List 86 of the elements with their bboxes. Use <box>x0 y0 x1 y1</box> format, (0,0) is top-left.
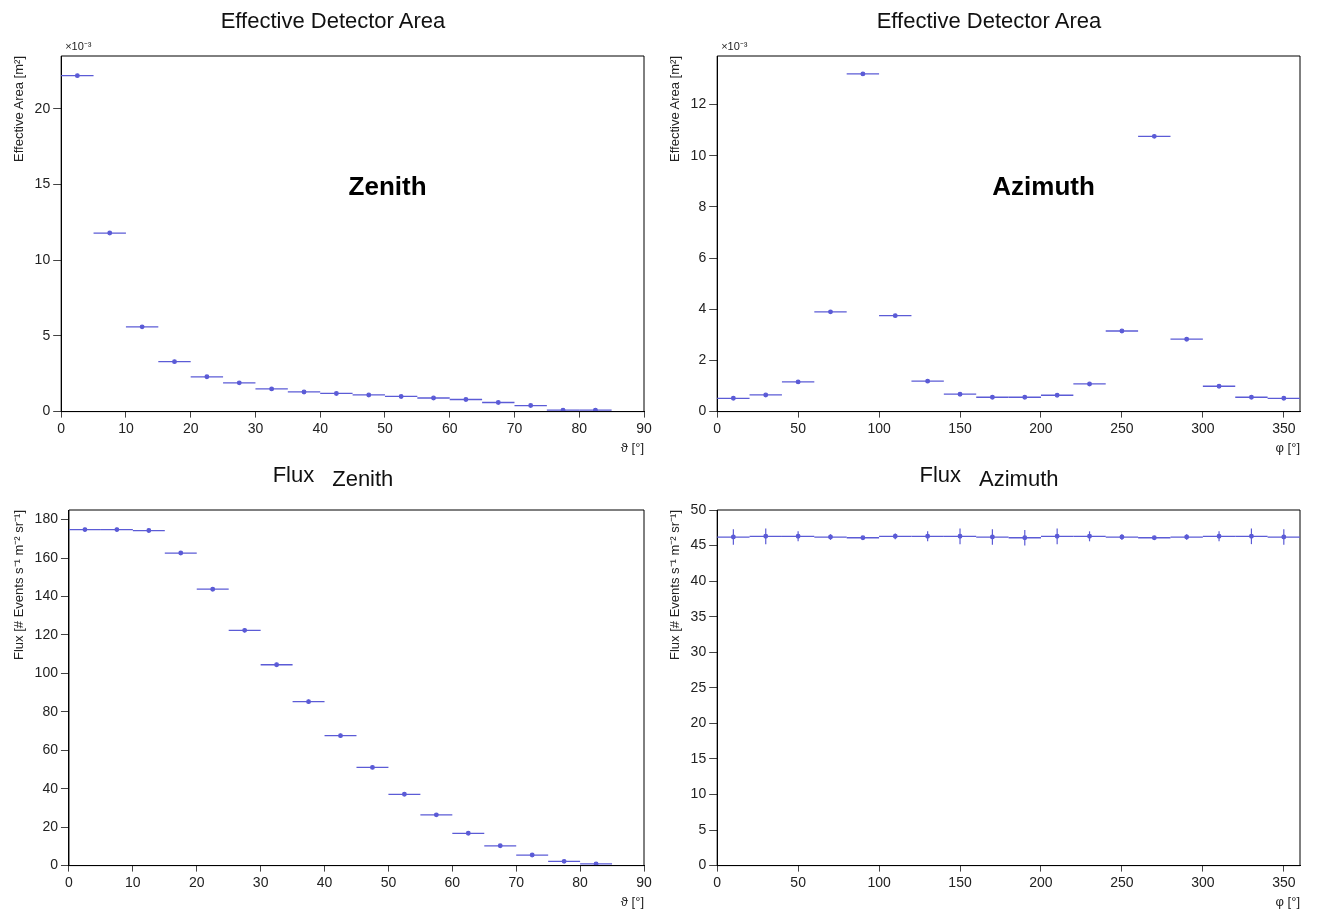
chart-title: Effective Detector Area <box>220 8 446 33</box>
text: Azimuth <box>992 170 1095 201</box>
x-axis-title: φ [°] <box>1275 439 1300 455</box>
y-tick-label: 15 <box>690 749 707 766</box>
x-tick-label: 250 <box>1110 873 1134 890</box>
x-tick-label: 40 <box>312 419 329 436</box>
x-tick-label: 30 <box>252 873 269 890</box>
y-tick-label: 60 <box>42 741 59 758</box>
x-tick-label: 50 <box>380 873 397 890</box>
y-tick-label: 160 <box>34 548 59 565</box>
x-tick-label: 50 <box>790 873 807 890</box>
y-tick-label: 50 <box>690 500 707 517</box>
x-tick-label: 40 <box>316 873 333 890</box>
x-tick-label: 30 <box>247 419 264 436</box>
x-tick-label: 150 <box>948 419 972 436</box>
text: Zenith <box>348 170 427 201</box>
text: ×10⁻³ <box>721 39 748 52</box>
x-tick-label: 60 <box>441 419 458 436</box>
x-tick-label: 90 <box>636 873 652 890</box>
y-tick-label: 20 <box>690 714 707 731</box>
x-tick-label: 90 <box>636 419 652 436</box>
x-axis-title: ϑ [°] <box>620 439 644 455</box>
y-tick-label: 10 <box>34 251 51 268</box>
x-tick-label: 60 <box>444 873 461 890</box>
chart-subtitle: Zenith <box>332 466 394 491</box>
x-tick-label: 0 <box>713 873 722 890</box>
x-tick-label: 200 <box>1029 419 1053 436</box>
y-tick-label: 6 <box>698 248 707 265</box>
y-axis-title: Effective Area [m²] <box>667 56 683 162</box>
x-tick-label: 0 <box>713 419 722 436</box>
x-tick-label: 10 <box>125 873 141 890</box>
x-tick-label: 70 <box>508 873 525 890</box>
y-tick-label: 40 <box>690 571 707 588</box>
x-axis-title: φ [°] <box>1275 893 1300 909</box>
y-tick-label: 2 <box>698 351 707 368</box>
x-tick-label: 150 <box>948 873 972 890</box>
x-tick-label: 10 <box>118 419 134 436</box>
chart-subtitle: Azimuth <box>979 466 1059 491</box>
y-tick-label: 0 <box>698 856 707 873</box>
y-tick-label: 140 <box>34 587 59 604</box>
x-tick-label: 300 <box>1191 873 1215 890</box>
y-tick-label: 15 <box>34 175 51 192</box>
x-axis-title: ϑ [°] <box>620 893 644 909</box>
chart-title: Flux <box>272 462 315 487</box>
y-tick-label: 12 <box>690 95 707 112</box>
x-tick-label: 100 <box>867 419 891 436</box>
x-tick-label: 0 <box>65 873 74 890</box>
y-tick-label: 80 <box>42 702 59 719</box>
y-tick-label: 0 <box>698 402 707 419</box>
y-tick-label: 5 <box>42 326 51 343</box>
y-axis-title: Effective Area [m²] <box>11 56 27 162</box>
y-tick-label: 0 <box>50 856 59 873</box>
y-tick-label: 20 <box>42 818 59 835</box>
x-tick-label: 100 <box>867 873 891 890</box>
y-tick-label: 40 <box>42 779 59 796</box>
x-tick-label: 80 <box>571 419 588 436</box>
x-tick-label: 250 <box>1110 419 1134 436</box>
chart-title: Flux <box>919 462 962 487</box>
y-tick-label: 45 <box>690 536 707 553</box>
x-tick-label: 50 <box>790 419 807 436</box>
y-axis-title: Flux [# Events s⁻¹ m⁻² sr⁻¹] <box>667 510 683 660</box>
y-tick-label: 8 <box>698 197 707 214</box>
y-tick-label: 120 <box>34 625 59 642</box>
y-tick-label: 100 <box>34 664 59 681</box>
y-tick-label: 35 <box>690 607 707 624</box>
x-tick-label: 350 <box>1272 419 1296 436</box>
x-tick-label: 20 <box>182 419 199 436</box>
x-tick-label: 50 <box>377 419 393 436</box>
y-tick-label: 180 <box>34 510 59 527</box>
x-tick-label: 350 <box>1272 873 1296 890</box>
x-tick-label: 70 <box>506 419 523 436</box>
y-tick-label: 25 <box>690 678 707 695</box>
x-tick-label: 20 <box>188 873 205 890</box>
y-tick-label: 10 <box>690 146 707 163</box>
y-axis-title: Flux [# Events s⁻¹ m⁻² sr⁻¹] <box>11 510 27 660</box>
x-tick-label: 80 <box>572 873 589 890</box>
text: ×10⁻³ <box>65 39 92 52</box>
chart-title: Effective Detector Area <box>876 8 1102 33</box>
y-tick-label: 4 <box>698 300 707 317</box>
y-tick-label: 5 <box>698 820 707 837</box>
x-tick-label: 200 <box>1029 873 1053 890</box>
x-tick-label: 300 <box>1191 419 1215 436</box>
y-tick-label: 10 <box>690 785 707 802</box>
y-tick-label: 0 <box>42 402 51 419</box>
y-tick-label: 20 <box>34 99 51 116</box>
y-tick-label: 30 <box>690 643 707 660</box>
